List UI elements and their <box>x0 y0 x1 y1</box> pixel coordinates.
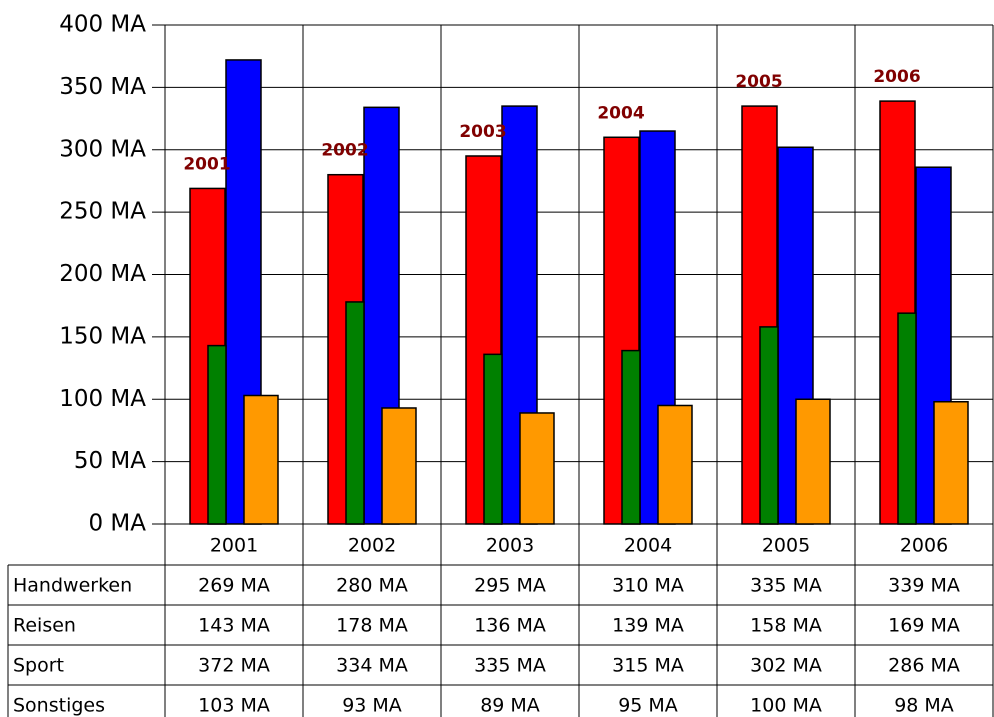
table-cell: 136 MA <box>474 615 546 637</box>
x-tick-label: 2004 <box>624 535 672 557</box>
table-cell: 178 MA <box>336 615 408 637</box>
bar <box>243 394 279 525</box>
bar <box>657 404 693 525</box>
table-cell: 95 MA <box>618 695 678 717</box>
legend-label: Handwerken <box>13 575 132 597</box>
table-cell: 335 MA <box>750 575 822 597</box>
y-tick-label: 0 MA <box>88 511 146 537</box>
bar <box>483 353 503 525</box>
legend-label: Reisen <box>13 615 76 637</box>
table-cell: 334 MA <box>336 655 408 677</box>
y-tick-label: 250 MA <box>59 199 146 225</box>
table-cell: 335 MA <box>474 655 546 677</box>
x-tick-label: 2003 <box>486 535 534 557</box>
y-tick-label: 50 MA <box>74 448 146 474</box>
table-cell: 93 MA <box>342 695 402 717</box>
table-cell: 139 MA <box>612 615 684 637</box>
x-tick-label: 2002 <box>348 535 396 557</box>
table-cell: 310 MA <box>612 575 684 597</box>
bar <box>933 400 969 525</box>
bar <box>897 312 917 525</box>
legend-label: Sonstiges <box>13 695 105 717</box>
bar <box>381 407 417 525</box>
bar-annotation: 2002 <box>321 141 368 161</box>
y-tick-label: 200 MA <box>59 261 146 287</box>
bar <box>207 344 227 525</box>
table-cell: 143 MA <box>198 615 270 637</box>
table-cell: 169 MA <box>888 615 960 637</box>
table-cell: 89 MA <box>480 695 540 717</box>
bar <box>795 398 831 525</box>
legend-label: Sport <box>13 655 64 677</box>
table-cell: 98 MA <box>894 695 954 717</box>
table-cell: 103 MA <box>198 695 270 717</box>
table-cell: 286 MA <box>888 655 960 677</box>
table-cell: 302 MA <box>750 655 822 677</box>
table-cell: 339 MA <box>888 575 960 597</box>
y-tick-label: 400 MA <box>59 12 146 38</box>
x-tick-label: 2006 <box>900 535 948 557</box>
y-tick-label: 100 MA <box>59 386 146 412</box>
table-cell: 315 MA <box>612 655 684 677</box>
table-cell: 100 MA <box>750 695 822 717</box>
x-tick-label: 2001 <box>210 535 258 557</box>
table-cell: 269 MA <box>198 575 270 597</box>
bar-annotation: 2003 <box>459 122 506 142</box>
bar <box>759 326 779 525</box>
bar-annotation: 2005 <box>735 72 782 92</box>
table-cell: 280 MA <box>336 575 408 597</box>
table-cell: 372 MA <box>198 655 270 677</box>
y-tick-label: 300 MA <box>59 136 146 162</box>
bar-annotation: 2001 <box>183 154 230 174</box>
bar <box>519 412 555 525</box>
bar-annotation: 2004 <box>597 103 644 123</box>
bar-annotation: 2006 <box>873 67 920 87</box>
table-cell: 158 MA <box>750 615 822 637</box>
y-tick-label: 350 MA <box>59 74 146 100</box>
x-tick-label: 2005 <box>762 535 810 557</box>
y-tick-label: 150 MA <box>59 323 146 349</box>
bar <box>621 349 641 525</box>
bar <box>345 301 365 525</box>
table-cell: 295 MA <box>474 575 546 597</box>
